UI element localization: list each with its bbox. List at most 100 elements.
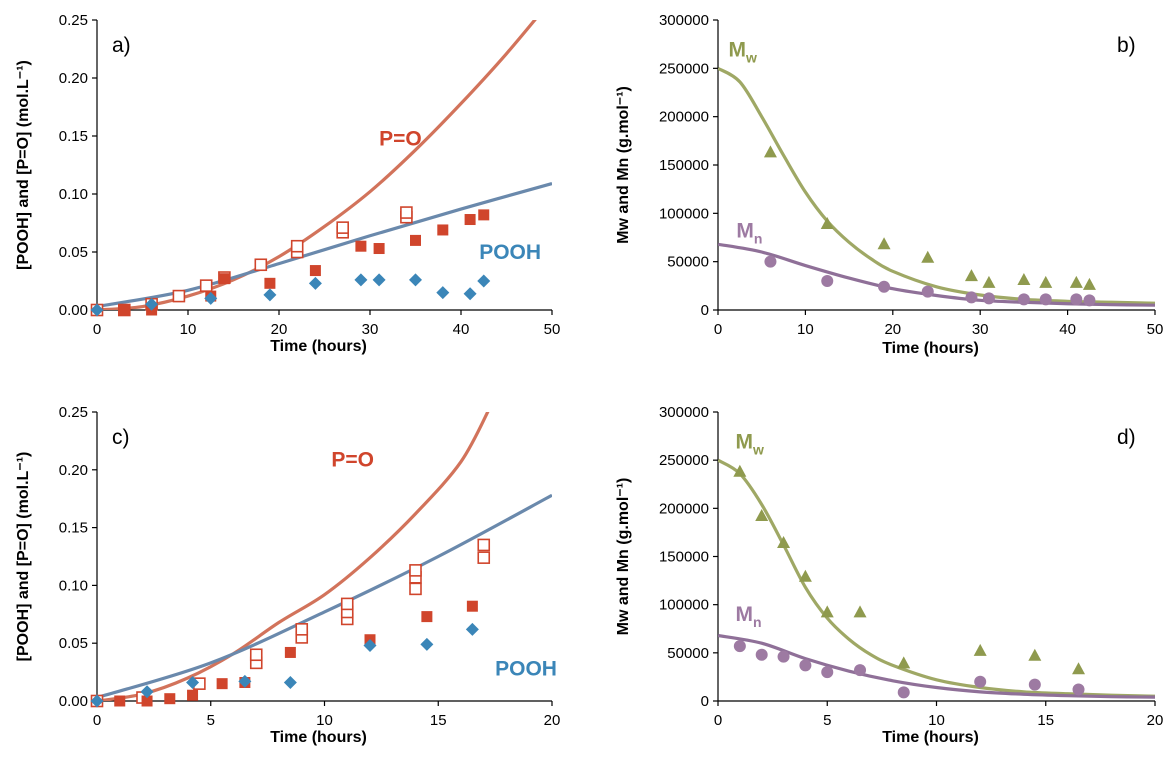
mn-point	[1039, 293, 1052, 306]
mw-point	[733, 464, 747, 477]
pooh-point	[465, 622, 479, 636]
po-open-point	[290, 239, 304, 253]
annotation-text: P=O	[379, 127, 422, 150]
po-filled-point	[355, 240, 367, 252]
po-open-point	[409, 582, 422, 596]
mw-point	[755, 509, 769, 522]
mw-point	[853, 605, 867, 618]
mn-point	[1070, 293, 1083, 306]
pooh-point	[90, 694, 104, 708]
annotation-text: M	[728, 39, 746, 62]
x-tick-label: 40	[453, 321, 470, 338]
mn-point	[733, 640, 746, 653]
mw-curve-line	[718, 458, 1155, 698]
y-tick-label: 0.15	[59, 128, 88, 145]
annotation-mn: Mn	[736, 220, 762, 247]
y-tick-label: 300000	[659, 404, 709, 421]
po-open-point	[477, 538, 491, 552]
x-tick-label: 10	[180, 321, 197, 338]
pooh-point	[463, 287, 477, 301]
po-filled-point	[410, 234, 421, 246]
panel-label: c)	[112, 426, 130, 449]
po-filled-point	[218, 273, 230, 285]
mw-point	[1039, 275, 1053, 288]
mw-point	[777, 536, 791, 549]
x-tick-label: 10	[316, 712, 333, 729]
x-tick-label: 30	[972, 321, 989, 338]
x-tick-label: 20	[544, 712, 561, 729]
po-filled-point	[118, 304, 130, 316]
chart-panel-1: 0 50000 100000 150000 200000 250000 300000 0 10 2…	[615, 12, 1163, 357]
mw-point	[820, 605, 834, 618]
mn-point	[982, 292, 995, 305]
po-filled-point	[464, 214, 476, 226]
chart-panel-2: 0.00 0.05 0.10 0.15 0.20 0.25 0 5 10 15 20 Time (ho…	[15, 404, 560, 746]
pooh-point	[420, 637, 434, 651]
y-tick-label: 50000	[667, 254, 709, 271]
y-tick-label: 0.00	[59, 302, 88, 319]
po-open-point	[254, 258, 268, 272]
mn-point	[965, 291, 978, 304]
mw-point	[897, 656, 911, 669]
mw-point	[973, 643, 987, 656]
po-curve-line	[97, 412, 490, 701]
y-tick-label: 150000	[659, 549, 709, 566]
po-open-point	[249, 648, 263, 662]
panel-label: a)	[112, 34, 131, 57]
pooh-point	[363, 639, 377, 653]
po-open-point	[409, 564, 422, 577]
pooh-point	[145, 297, 159, 311]
x-axis-label: Time (hours)	[882, 340, 979, 357]
annotation-po: P=O	[379, 127, 422, 150]
x-axis-label: Time (hours)	[882, 729, 979, 746]
po-filled-point	[187, 689, 199, 701]
y-tick-label: 0	[701, 693, 709, 710]
mn-point	[1017, 293, 1030, 306]
x-tick-label: 50	[1147, 321, 1164, 338]
po-filled-point	[164, 693, 176, 705]
annotation-mn: Mn	[735, 603, 761, 630]
po-open-point	[400, 206, 413, 219]
y-tick-label: 50000	[667, 645, 709, 662]
x-tick-label: 20	[271, 321, 288, 338]
mn-point	[799, 659, 812, 672]
y-axis-label: Mw and Mn (g.mol⁻¹)	[615, 478, 632, 636]
mw-point	[1069, 275, 1083, 288]
pooh-point	[477, 274, 491, 288]
panel-label: d)	[1117, 426, 1136, 449]
x-axis-label: Time (hours)	[270, 338, 367, 355]
annotation-subscript: w	[745, 50, 757, 66]
mw-point	[798, 569, 812, 582]
mn-curve-line	[718, 633, 1155, 699]
x-tick-label: 20	[1147, 712, 1164, 729]
x-tick-label: 10	[928, 712, 945, 729]
y-tick-label: 250000	[659, 452, 709, 469]
pooh-point	[409, 273, 422, 287]
mw-point	[921, 250, 935, 263]
po-open-point	[295, 623, 309, 636]
pooh-point	[238, 674, 252, 688]
mw-point	[763, 145, 777, 158]
x-tick-label: 30	[362, 321, 379, 338]
po-filled-point	[373, 243, 385, 255]
po-filled-point	[421, 611, 433, 623]
pooh-point	[308, 276, 322, 290]
mw-curve-line	[718, 66, 1155, 305]
pooh-point	[204, 291, 218, 305]
y-tick-label: 0.25	[59, 404, 88, 421]
x-tick-label: 15	[1037, 712, 1054, 729]
y-tick-label: 0.05	[59, 244, 88, 261]
x-tick-label: 15	[430, 712, 447, 729]
annotation-mw: Mw	[728, 39, 757, 66]
po-filled-point	[141, 695, 153, 707]
mw-point	[1017, 273, 1031, 286]
po-open-point	[199, 279, 213, 292]
y-axis-label: [POOH] and [P=O] (mol.L⁻¹)	[15, 60, 32, 270]
y-tick-label: 0.00	[59, 693, 88, 710]
mw-point	[1072, 662, 1086, 675]
x-tick-label: 40	[1059, 321, 1076, 338]
x-axis-label: Time (hours)	[270, 729, 367, 746]
annotation-subscript: n	[753, 614, 762, 630]
po-open-point	[172, 289, 186, 303]
mn-point	[1028, 678, 1041, 691]
